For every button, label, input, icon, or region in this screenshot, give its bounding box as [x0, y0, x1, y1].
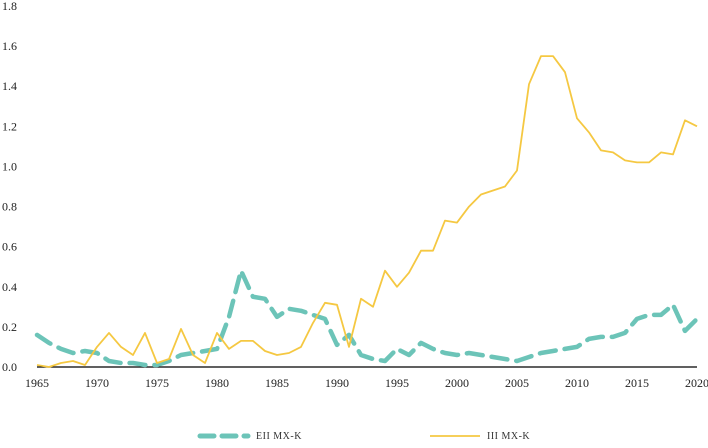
y-tick-label: 1.8: [2, 0, 17, 13]
x-axis-tick-labels: 1965 1970 1975 1980 1985 1990 1995 2000 2005 2010…: [25, 376, 708, 390]
y-tick-label: 0.4: [2, 280, 17, 294]
y-tick-label: 1.6: [2, 39, 17, 53]
x-tick-label: 2010: [565, 376, 589, 390]
y-tick-label: 0.0: [2, 360, 17, 374]
x-tick-label: 1965: [25, 376, 49, 390]
legend-label: EII MX-K: [256, 431, 302, 442]
legend: EII MX-K III MX-K: [197, 431, 530, 442]
y-tick-label: 1.0: [2, 159, 17, 173]
series-layer: [34, 55, 700, 368]
y-tick-label: 0.6: [2, 240, 17, 254]
x-tick-label: 2000: [445, 376, 469, 390]
x-tick-label: 1985: [265, 376, 289, 390]
x-tick-label: 2015: [625, 376, 649, 390]
series-line-iii-mx-k: [36, 55, 698, 368]
y-axis-tick-labels: 0.0 0.2 0.4 0.6 0.8 1.0 1.2 1.4 1.6 1.8: [2, 0, 17, 374]
y-tick-label: 1.4: [2, 79, 17, 93]
x-tick-label: 1975: [145, 376, 169, 390]
y-tick-label: 0.8: [2, 200, 17, 214]
y-tick-label: 1.2: [2, 119, 17, 133]
x-tick-label: 1970: [85, 376, 109, 390]
x-tick-label: 2005: [505, 376, 529, 390]
x-tick-label: 1990: [325, 376, 349, 390]
series-line-eii-mx-k: [34, 268, 700, 368]
x-tick-label: 1980: [205, 376, 229, 390]
x-tick-label: 2020: [685, 376, 708, 390]
x-tick-label: 1995: [385, 376, 409, 390]
y-tick-label: 0.2: [2, 320, 17, 334]
legend-label: III MX-K: [487, 431, 530, 442]
